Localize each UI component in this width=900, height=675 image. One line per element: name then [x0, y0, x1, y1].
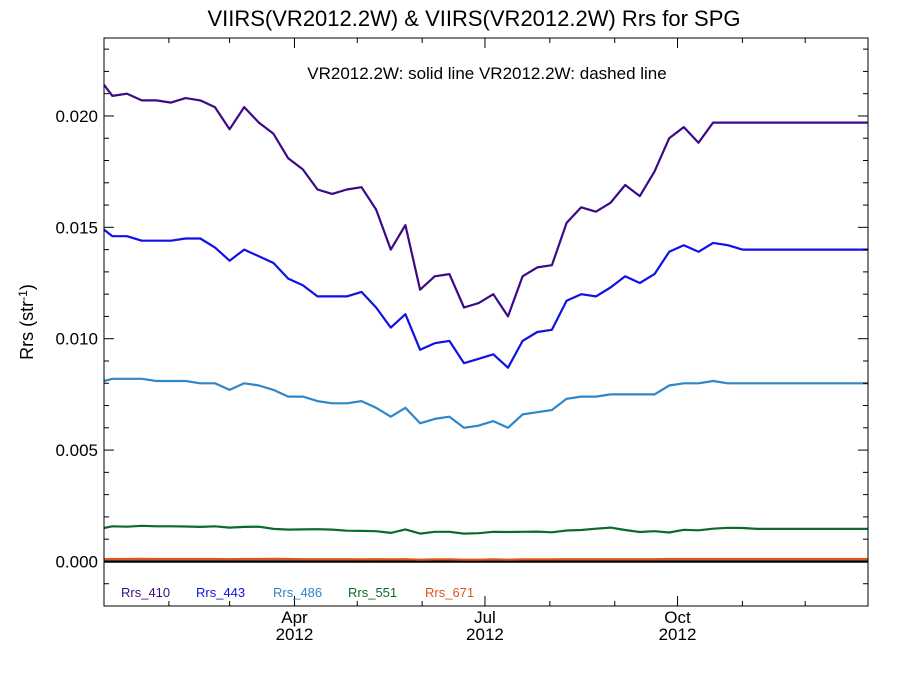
x-tick-label-month: Jul	[474, 608, 496, 627]
series-line-rrs-671	[103, 557, 868, 561]
plot-frame	[103, 37, 869, 607]
x-tick-label-month: Apr	[281, 608, 308, 627]
y-tick-label: 0.000	[55, 552, 98, 571]
series-line-rrs-443	[103, 228, 868, 369]
legend: Rrs_410 Rrs_443 Rrs_486 Rrs_551 Rrs_671	[121, 585, 474, 600]
y-tick-label: 0.015	[55, 218, 98, 237]
y-axis-label: Rrs (str-1)	[16, 284, 37, 360]
chart-annotation: VR2012.2W: solid line VR2012.2W: dashed …	[307, 64, 666, 83]
y-tick-label: 0.005	[55, 441, 98, 460]
series-line-rrs-486	[103, 377, 868, 429]
x-tick-label-year: 2012	[276, 625, 314, 644]
legend-item-rrs-671: Rrs_671	[425, 585, 474, 600]
y-tick-label: 0.020	[55, 107, 98, 126]
x-tick-label-year: 2012	[466, 625, 504, 644]
y-axis-label-superscript: -1	[16, 290, 30, 301]
x-tick-label-month: Oct	[664, 608, 691, 627]
x-tick-label-year: 2012	[659, 625, 697, 644]
chart-title: VIIRS(VR2012.2W) & VIIRS(VR2012.2W) Rrs …	[207, 6, 740, 31]
legend-item-rrs-486: Rrs_486	[273, 585, 322, 600]
y-axis-label-end: )	[17, 284, 37, 290]
ticks-layer: 0.0000.0050.0100.0150.020Apr2012Jul2012O…	[55, 38, 868, 644]
series-line-rrs-410	[103, 84, 868, 318]
y-tick-label: 0.010	[55, 330, 98, 349]
plot-area: 0.0000.0050.0100.0150.020Apr2012Jul2012O…	[55, 37, 869, 644]
series-layer	[103, 84, 868, 561]
series-line-rrs-551	[103, 524, 868, 535]
legend-item-rrs-410: Rrs_410	[121, 585, 170, 600]
legend-item-rrs-443: Rrs_443	[196, 585, 245, 600]
legend-item-rrs-551: Rrs_551	[348, 585, 397, 600]
